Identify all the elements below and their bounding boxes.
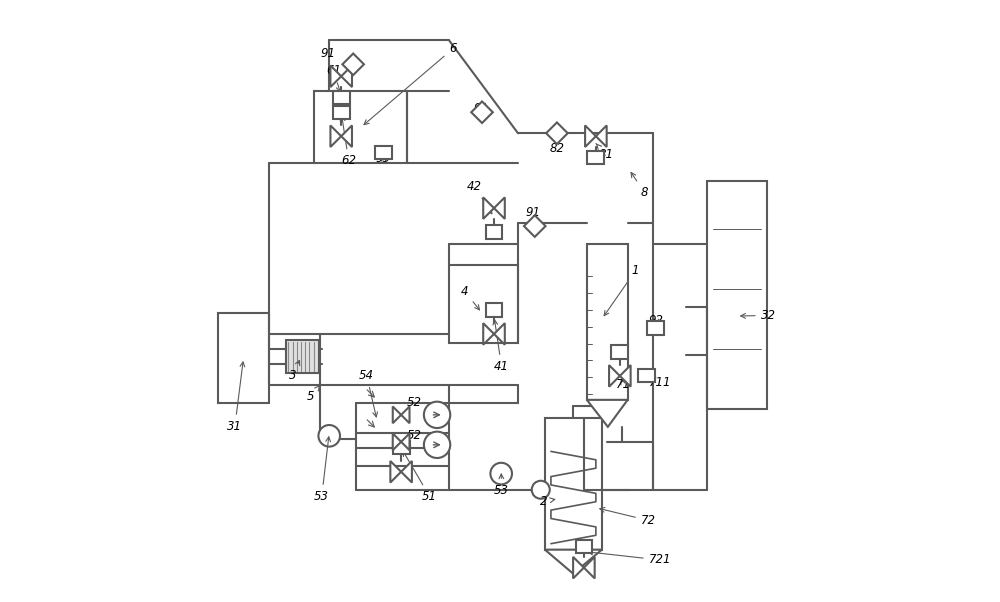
Text: 711: 711 — [649, 376, 671, 389]
Text: 2: 2 — [540, 495, 555, 507]
Polygon shape — [585, 125, 596, 147]
Text: 91: 91 — [473, 102, 488, 115]
Text: 93: 93 — [376, 152, 391, 165]
Text: 72: 72 — [600, 507, 656, 527]
Bar — [707, 181, 767, 409]
Polygon shape — [546, 122, 568, 144]
Circle shape — [424, 402, 450, 428]
Text: 81: 81 — [596, 143, 614, 161]
Text: 1: 1 — [604, 264, 639, 315]
Text: 91: 91 — [526, 206, 541, 219]
Polygon shape — [596, 125, 607, 147]
Polygon shape — [330, 66, 341, 87]
Bar — [286, 340, 319, 373]
Bar — [587, 150, 604, 164]
Bar — [333, 91, 350, 104]
Polygon shape — [483, 323, 494, 345]
Bar — [449, 265, 518, 343]
Text: 5: 5 — [307, 386, 320, 403]
Polygon shape — [584, 557, 595, 579]
Polygon shape — [393, 406, 401, 423]
Text: 62: 62 — [340, 116, 356, 167]
Text: 32: 32 — [741, 309, 776, 322]
Text: 51: 51 — [403, 452, 437, 503]
Text: 53: 53 — [314, 437, 331, 503]
Polygon shape — [401, 461, 412, 483]
Text: 42: 42 — [467, 180, 492, 214]
Bar — [393, 441, 410, 455]
Polygon shape — [393, 433, 401, 450]
Text: 3: 3 — [289, 361, 300, 382]
Text: 41: 41 — [493, 320, 509, 373]
Text: 92: 92 — [649, 314, 664, 327]
Bar — [587, 244, 628, 400]
Polygon shape — [494, 323, 505, 345]
Bar — [333, 106, 350, 119]
Circle shape — [490, 463, 512, 485]
Polygon shape — [330, 125, 341, 147]
Text: 52: 52 — [407, 396, 422, 409]
Polygon shape — [483, 197, 494, 219]
Bar — [486, 226, 502, 238]
Polygon shape — [390, 461, 401, 483]
Polygon shape — [524, 216, 546, 237]
Bar — [638, 369, 655, 382]
Polygon shape — [401, 433, 410, 450]
Polygon shape — [573, 557, 584, 579]
Text: 4: 4 — [461, 285, 480, 310]
Polygon shape — [609, 365, 620, 386]
Text: 54: 54 — [359, 369, 377, 417]
Text: 53: 53 — [494, 474, 509, 497]
Text: 52: 52 — [407, 429, 422, 442]
Bar — [576, 540, 592, 553]
Polygon shape — [620, 365, 631, 386]
Text: 721: 721 — [588, 550, 671, 566]
Text: 91: 91 — [320, 47, 335, 60]
Polygon shape — [494, 197, 505, 219]
Bar — [314, 92, 407, 163]
Polygon shape — [587, 400, 628, 427]
Text: 82: 82 — [549, 137, 564, 155]
Text: 6: 6 — [364, 42, 457, 125]
Bar — [486, 303, 502, 317]
Circle shape — [318, 425, 340, 447]
Polygon shape — [341, 66, 352, 87]
Bar — [611, 346, 628, 359]
Text: 71: 71 — [616, 378, 631, 391]
Bar — [647, 321, 664, 335]
Polygon shape — [401, 406, 410, 423]
Bar — [375, 146, 392, 159]
Circle shape — [532, 481, 550, 498]
Polygon shape — [342, 54, 364, 75]
Circle shape — [424, 432, 450, 458]
Bar — [545, 418, 602, 550]
Polygon shape — [341, 125, 352, 147]
Polygon shape — [545, 550, 602, 574]
Text: 61: 61 — [326, 64, 341, 92]
Polygon shape — [471, 102, 493, 123]
Bar — [218, 313, 269, 403]
Text: 31: 31 — [227, 362, 245, 433]
Text: 8: 8 — [631, 173, 648, 199]
